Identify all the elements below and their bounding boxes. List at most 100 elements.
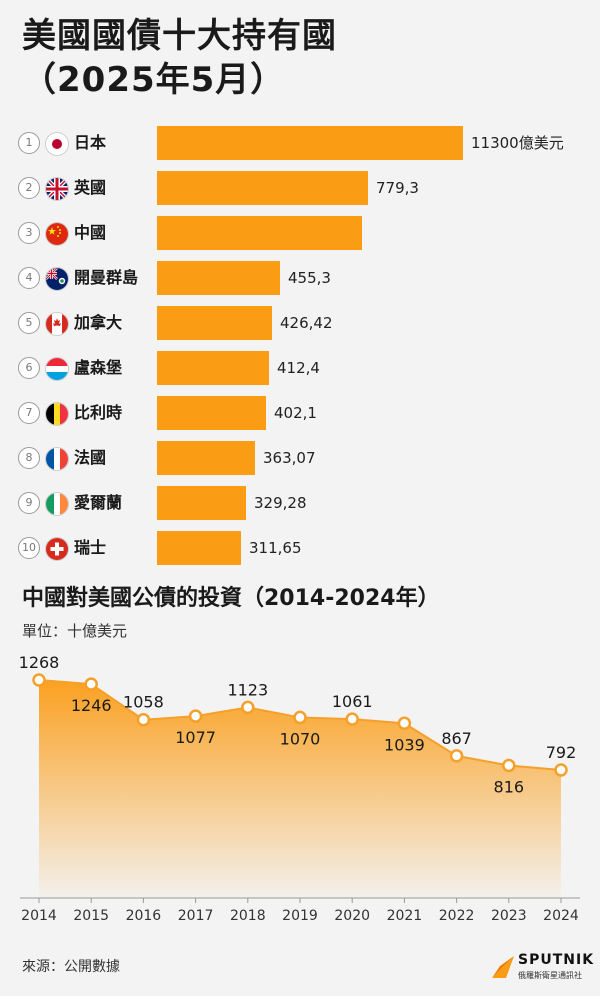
canada-flag-icon <box>46 313 68 335</box>
x-tick-label: 2023 <box>491 908 527 924</box>
bar-row: 5 加拿大 426,42 <box>0 306 600 340</box>
bar-value-label: 412,4 <box>277 359 320 377</box>
title-line-2: （2025年5月） <box>22 60 286 100</box>
data-point <box>502 758 516 773</box>
bar <box>157 171 368 205</box>
bar <box>157 261 280 295</box>
country-label: 開曼群島 <box>74 268 139 287</box>
data-point <box>84 677 98 691</box>
bar <box>157 216 362 250</box>
china-flag-icon <box>46 223 68 245</box>
country-label: 愛爾蘭 <box>74 493 123 512</box>
bar-value-label: 779,3 <box>376 179 419 197</box>
data-point <box>32 673 46 687</box>
bar <box>157 351 269 385</box>
country-label: 盧森堡 <box>74 358 123 377</box>
line-chart-unit: 單位：十億美元 <box>22 622 128 640</box>
data-label: 1039 <box>384 735 425 754</box>
data-label: 816 <box>494 777 525 796</box>
uk-flag-icon <box>46 178 68 200</box>
bar-value-label: 329,28 <box>254 494 307 512</box>
china-holdings-area-chart: 2014 1268 2015 1246 2016 1058 2017 1077 2018 1123… <box>19 653 580 924</box>
country-label: 瑞士 <box>74 538 107 557</box>
bar <box>157 531 241 565</box>
sputnik-logo: SPUTNIK 俄羅斯衛星通訊社 <box>490 950 593 986</box>
x-tick-label: 2024 <box>543 908 579 924</box>
luxembourg-flag-icon <box>46 358 68 380</box>
x-tick-label: 2017 <box>178 908 214 924</box>
bar-row: 4 開曼群島 455,3 <box>0 261 600 295</box>
data-label: 1061 <box>332 692 373 711</box>
data-point <box>293 710 307 725</box>
bar-row: 6 盧森堡 412,4 <box>0 351 600 385</box>
bar <box>157 126 463 160</box>
bar-row: 9 愛爾蘭 329,28 <box>0 486 600 520</box>
ireland-flag-icon <box>46 493 68 515</box>
bar-value-label: 402,1 <box>274 404 317 422</box>
rank-badge: 6 <box>18 357 40 379</box>
data-label: 867 <box>441 729 472 748</box>
data-point <box>345 712 359 726</box>
data-label: 1268 <box>19 653 60 672</box>
bar-row: 10 瑞士 311,65 <box>0 531 600 565</box>
data-point <box>449 749 464 763</box>
country-label: 日本 <box>74 133 107 152</box>
rank-badge: 3 <box>18 222 40 244</box>
bar-value-label: 455,3 <box>288 269 331 287</box>
sputnik-logo-icon <box>492 956 514 978</box>
bar <box>157 306 272 340</box>
x-tick-label: 2021 <box>387 908 423 924</box>
rank-badge: 4 <box>18 267 40 289</box>
switzerland-flag-icon <box>46 538 68 560</box>
data-label: 1077 <box>175 728 216 747</box>
bar-value-label: 311,65 <box>249 539 302 557</box>
data-label: 1058 <box>123 693 164 712</box>
source-note: 來源：公開數據 <box>22 959 120 975</box>
bar-value-label: 426,42 <box>280 314 333 332</box>
rank-badge: 7 <box>18 402 40 424</box>
x-tick-label: 2016 <box>126 908 162 924</box>
bar-value-label: 11300億美元 <box>471 134 564 152</box>
bar-row: 2 英國 779,3 <box>0 171 600 205</box>
logo-sub: 俄羅斯衛星通訊社 <box>518 971 582 980</box>
country-label: 加拿大 <box>74 313 123 332</box>
bar-row: 1 日本 11300億美元 <box>0 126 600 160</box>
bar <box>157 441 255 475</box>
country-label: 中國 <box>74 223 107 242</box>
x-tick-label: 2019 <box>282 908 318 924</box>
line-chart-title: 中國對美國公債的投資（2014-2024年） <box>22 586 440 611</box>
bar-row: 7 比利時 402,1 <box>0 396 600 430</box>
country-label: 法國 <box>74 448 107 467</box>
area-fill <box>39 680 561 898</box>
belgium-flag-icon <box>46 403 68 425</box>
data-label: 1123 <box>227 680 268 699</box>
x-tick-label: 2018 <box>230 908 266 924</box>
main-title: 美國國債十大持有國 （2025年5月） <box>22 14 337 102</box>
holders-bar-chart: 1 日本 11300億美元 2 英國 779,3 3 中國 4 開曼群島 455,3 5 加拿大 426,… <box>0 126 600 565</box>
france-flag-icon <box>46 448 68 470</box>
rank-badge: 1 <box>18 132 40 154</box>
cayman-flag-icon <box>46 268 68 290</box>
rank-badge: 2 <box>18 177 40 199</box>
country-label: 英國 <box>74 178 107 197</box>
x-tick-label: 2020 <box>334 908 370 924</box>
bar <box>157 396 266 430</box>
rank-badge: 10 <box>18 537 40 559</box>
x-tick-label: 2022 <box>439 908 475 924</box>
data-label: 792 <box>546 743 577 762</box>
japan-flag-icon <box>46 133 68 155</box>
data-point <box>188 709 203 723</box>
data-point <box>554 763 568 777</box>
data-point <box>136 712 151 727</box>
bar-row: 8 法國 363,07 <box>0 441 600 475</box>
data-label: 1070 <box>280 729 321 748</box>
data-point <box>397 716 412 731</box>
title-line-1: 美國國債十大持有國 <box>22 16 337 56</box>
rank-badge: 8 <box>18 447 40 469</box>
bar <box>157 486 246 520</box>
bar-value-label: 363,07 <box>263 449 316 467</box>
country-label: 比利時 <box>74 403 123 422</box>
rank-badge: 5 <box>18 312 40 334</box>
x-tick-label: 2015 <box>73 908 109 924</box>
data-point <box>241 700 255 715</box>
